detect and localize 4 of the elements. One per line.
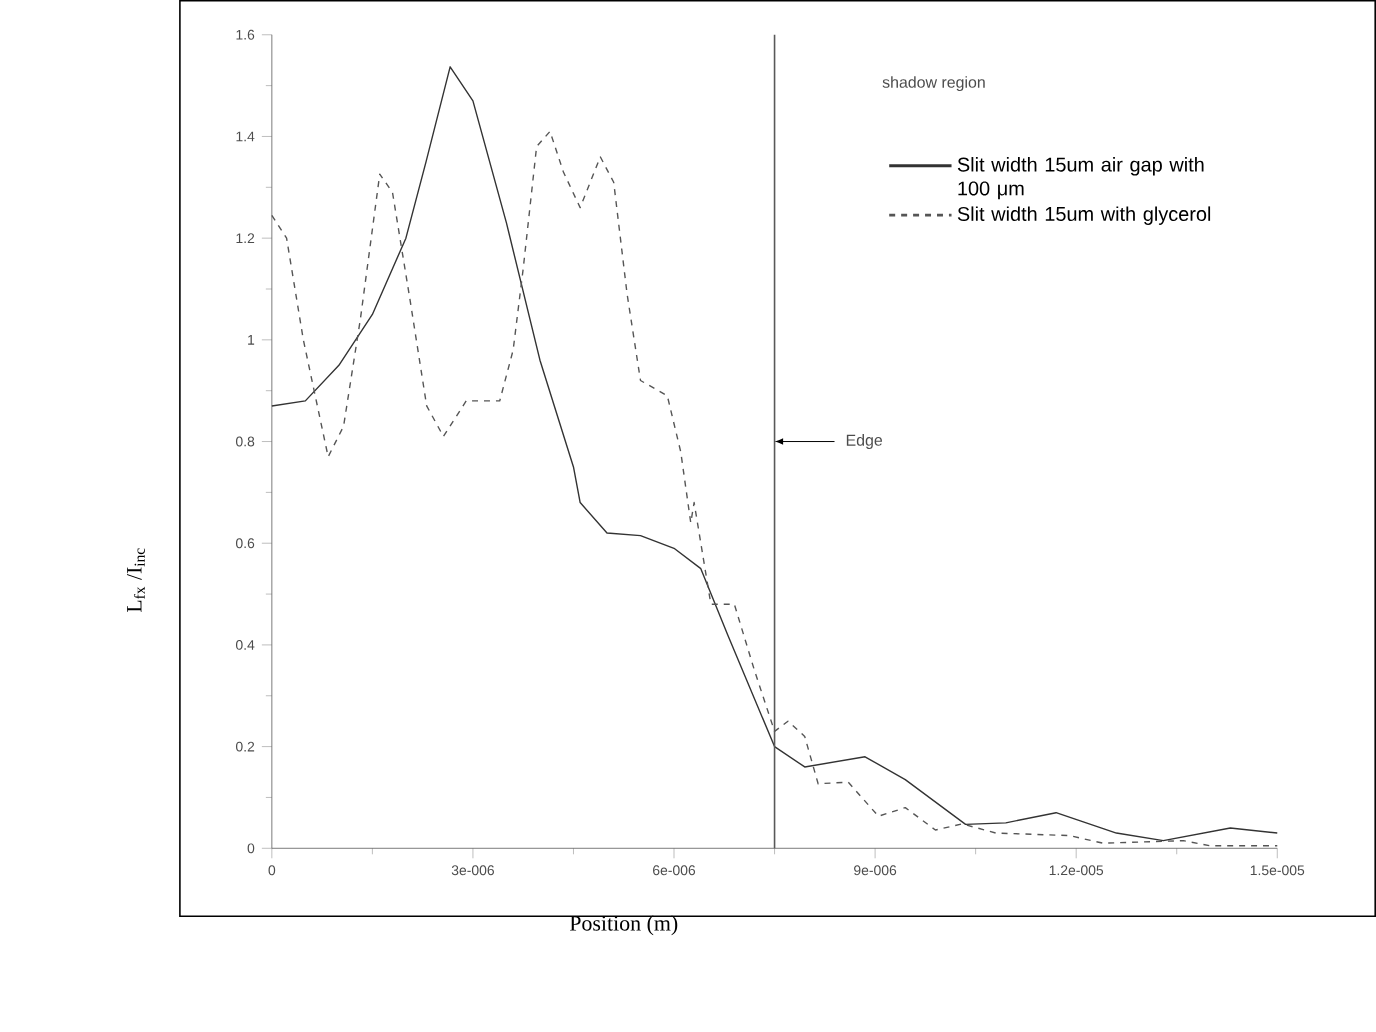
y-axis-title: L$_{fx}$ /I$_{inc}$ <box>127 548 145 612</box>
x-axis-title: Position (m) <box>569 915 678 936</box>
legend-label: Slit width 15um with glycerol <box>957 206 1211 225</box>
legend-label: Slit width 15um air gap with 100 μm <box>957 156 1204 200</box>
